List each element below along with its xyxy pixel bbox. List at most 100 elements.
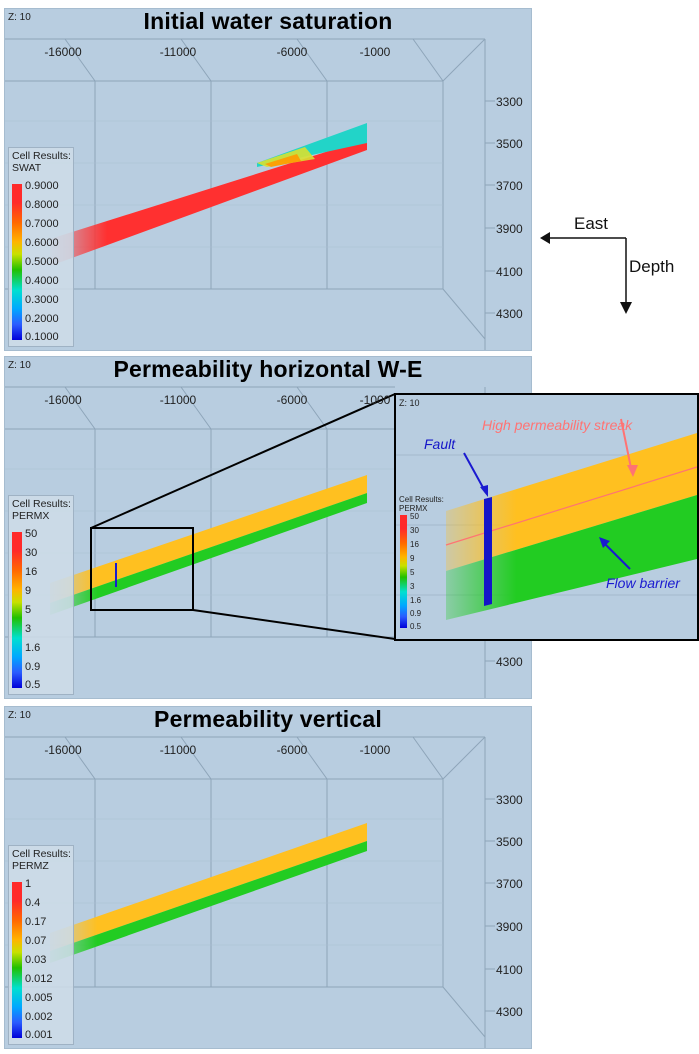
legend-tick: 0.1000 <box>25 331 59 343</box>
panel-permeability-vertical: Z: 10 Permeability vertical -16000 -1100… <box>4 706 532 1049</box>
legend-tick: 5 <box>25 604 32 616</box>
y-tick: 3500 <box>496 835 523 849</box>
z-level-label: Z: 10 <box>8 360 31 371</box>
3d-grid-view <box>5 38 495 350</box>
x-tick: -11000 <box>159 743 197 757</box>
y-tick: 4300 <box>496 1005 523 1019</box>
legend-tick: 0.9000 <box>25 180 59 192</box>
x-tick: -11000 <box>159 45 197 59</box>
high-permz-layer <box>50 823 367 951</box>
y-tick: 3300 <box>496 95 523 109</box>
x-tick: -11000 <box>159 393 197 407</box>
x-tick: -6000 <box>276 45 308 59</box>
x-tick: -6000 <box>276 393 308 407</box>
x-tick: -16000 <box>44 393 82 407</box>
zoom-box <box>90 527 194 611</box>
inset-legend-tick: 50 <box>410 512 419 521</box>
direction-compass <box>540 232 632 314</box>
legend-tick: 0.5 <box>25 679 41 691</box>
legend-tick: 0.6000 <box>25 237 59 249</box>
color-legend: Cell Results: PERMX 50 30 16 9 5 3 1.6 0.… <box>8 495 74 695</box>
legend-header: Cell Results: SWAT <box>12 150 71 174</box>
legend-color-bar <box>12 882 22 1038</box>
y-tick: 3700 <box>496 179 523 193</box>
reservoir-layer-saturated <box>50 139 367 266</box>
depth-arrow-icon <box>620 302 632 314</box>
color-legend: Cell Results: PERMZ 1 0.4 0.17 0.07 0.03 … <box>8 845 74 1045</box>
panel-title: Initial water saturation <box>143 8 393 34</box>
barrier-arrow-icon <box>599 537 610 548</box>
legend-tick: 0.07 <box>25 935 47 947</box>
x-tick: -6000 <box>276 743 308 757</box>
legend-tick: 0.3000 <box>25 294 59 306</box>
legend-color-bar <box>12 532 22 688</box>
inset-legend-header: Cell Results: PERMX <box>399 495 444 513</box>
low-permz-layer <box>50 841 367 963</box>
streak-annotation: High permeability streak <box>482 417 633 433</box>
x-tick: -1000 <box>359 393 391 407</box>
x-tick: -1000 <box>359 45 391 59</box>
legend-tick: 0.4000 <box>25 275 59 287</box>
legend-header: Cell Results: PERMX <box>12 498 71 522</box>
legend-tick: 0.03 <box>25 954 47 966</box>
z-level-label: Z: 10 <box>8 710 31 721</box>
y-tick: 3700 <box>496 877 523 891</box>
y-tick: 3300 <box>496 793 523 807</box>
inset-legend-tick: 30 <box>410 526 419 535</box>
legend-tick: 9 <box>25 585 32 597</box>
low-perm-layer <box>50 493 367 615</box>
y-tick: 4300 <box>496 307 523 321</box>
inset-legend-tick: 16 <box>410 540 419 549</box>
z-level-label: Z: 10 <box>8 12 31 23</box>
legend-tick: 0.012 <box>25 973 53 985</box>
inset-fault-column <box>484 497 492 606</box>
panel-initial-water-saturation: Z: 10 Initial water saturation -16000 -1… <box>4 8 532 351</box>
east-label: East <box>574 214 609 233</box>
panel-title: Permeability horizontal W-E <box>113 356 423 382</box>
legend-tick: 0.005 <box>25 992 53 1004</box>
y-tick: 4300 <box>496 655 523 669</box>
y-tick: 3900 <box>496 222 523 236</box>
inset-legend-tick: 3 <box>410 582 415 591</box>
fault-arrow-icon <box>480 485 488 497</box>
legend-tick: 0.002 <box>25 1011 53 1023</box>
inset-legend-tick: 1.6 <box>410 596 422 605</box>
inset-legend-tick: 9 <box>410 554 415 563</box>
legend-tick: 0.5000 <box>25 256 59 268</box>
y-tick: 3900 <box>496 920 523 934</box>
legend-tick: 1 <box>25 878 32 890</box>
inset-grid-view <box>396 418 697 620</box>
legend-tick: 50 <box>25 528 38 540</box>
legend-tick: 1.6 <box>25 642 41 654</box>
legend-tick: 0.001 <box>25 1029 53 1041</box>
depth-label: Depth <box>629 257 675 276</box>
inset-legend-tick: 5 <box>410 568 415 577</box>
fault-annotation: Fault <box>424 436 456 452</box>
inset-legend-tick: 0.9 <box>410 609 422 618</box>
legend-tick: 0.8000 <box>25 199 59 211</box>
inset-color-legend: Cell Results: PERMX 50 30 16 9 5 3 1.6 0.… <box>398 495 446 635</box>
y-tick: 4100 <box>496 265 523 279</box>
legend-tick: 30 <box>25 547 38 559</box>
color-legend: Cell Results: SWAT 0.9000 0.8000 0.7000 0… <box>8 147 74 347</box>
streak-arrow-icon <box>627 465 638 477</box>
legend-color-bar <box>12 184 22 340</box>
legend-tick: 16 <box>25 566 38 578</box>
legend-tick: 0.2000 <box>25 313 59 325</box>
inset-legend-color-bar <box>400 515 407 628</box>
panel-title: Permeability vertical <box>154 706 382 732</box>
inset-low-perm-layer <box>446 495 697 620</box>
legend-tick: 3 <box>25 623 32 635</box>
legend-tick: 0.7000 <box>25 218 59 230</box>
x-tick: -16000 <box>44 45 82 59</box>
legend-header: Cell Results: PERMZ <box>12 848 71 872</box>
inset-legend-tick: 0.5 <box>410 622 422 631</box>
x-tick: -16000 <box>44 743 82 757</box>
legend-tick: 0.9 <box>25 661 41 673</box>
y-tick: 3500 <box>496 137 523 151</box>
barrier-annotation: Flow barrier <box>606 575 680 591</box>
legend-tick: 0.17 <box>25 916 47 928</box>
3d-grid-view <box>5 736 495 1048</box>
y-tick: 4100 <box>496 963 523 977</box>
legend-tick: 0.4 <box>25 897 41 909</box>
